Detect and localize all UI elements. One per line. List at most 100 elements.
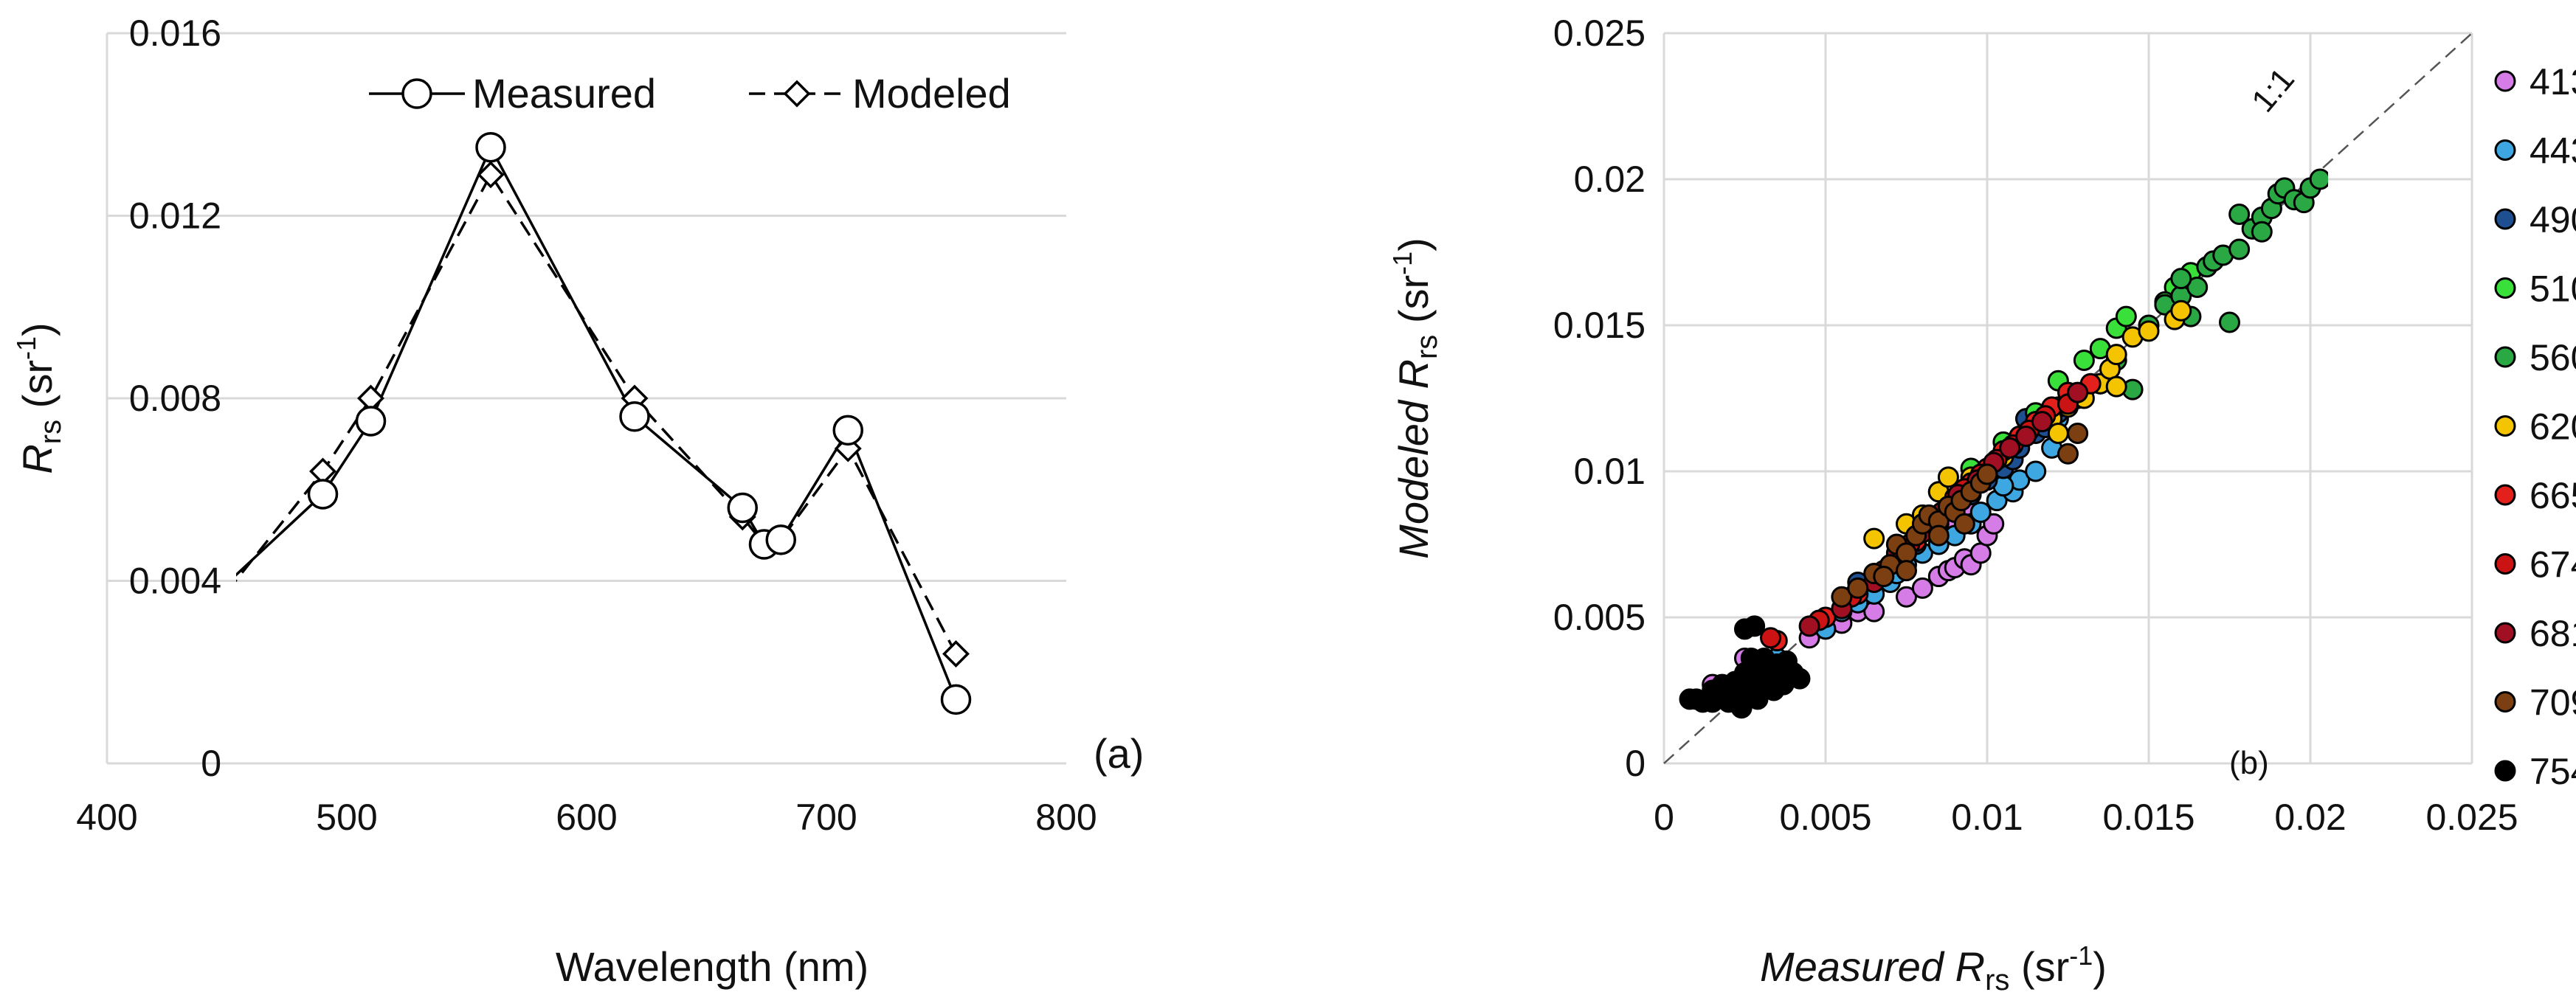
legend-marker-490 [2494, 208, 2516, 230]
data-point-measured [765, 524, 796, 555]
data-point-413 [1969, 542, 1992, 564]
data-point-measured [832, 415, 863, 446]
data-point-674 [1760, 627, 1782, 649]
b-x-tick-label: 0.01 [1951, 797, 2023, 838]
data-point-510 [2115, 305, 2137, 327]
b-y-tick-label: 0.01 [1574, 451, 1646, 492]
legend-label-510: 510 [2530, 268, 2576, 310]
legend-marker-674 [2494, 553, 2516, 575]
data-point-measured [619, 401, 650, 432]
data-point-681 [1798, 615, 1820, 637]
legend-label-754: 754 [2530, 751, 2576, 792]
b-axes [1662, 33, 2472, 765]
b-x-tick-label: 0 [1654, 797, 1674, 838]
data-point-modeled [477, 161, 505, 189]
one-to-one-label: 1:1 [2245, 61, 2302, 119]
legend-marker-665 [2494, 484, 2516, 506]
series-line-measured [236, 144, 958, 701]
data-point-709 [1976, 463, 1998, 485]
data-point-560 [2170, 268, 2192, 290]
data-point-681 [2067, 381, 2089, 403]
data-point-560 [2219, 311, 2240, 333]
a-x-tick-label: 500 [316, 797, 377, 838]
legend-marker-560 [2494, 346, 2516, 368]
data-point-measured [940, 684, 972, 715]
data-point-754 [1730, 697, 1753, 719]
a-y-tick-label: 0.004 [129, 561, 221, 602]
a-gridlines [107, 32, 1066, 582]
data-point-modeled [942, 640, 970, 668]
data-point-709 [1847, 577, 1869, 599]
series-line-modeled [236, 172, 958, 655]
legend-label-443: 443 [2530, 131, 2576, 172]
a-series [198, 131, 972, 715]
data-point-560 [2309, 168, 2328, 190]
b-x-axis-label: Measured Rrs (sr-1) [1760, 940, 2107, 995]
data-point-709 [1896, 560, 1917, 582]
data-point-510 [2073, 350, 2095, 372]
data-point-709 [1896, 542, 1917, 564]
a-x-tick-label: 700 [795, 797, 857, 838]
b-gridlines [1664, 32, 2473, 763]
data-point-413 [1911, 577, 1933, 599]
legend-label-413: 413 [2530, 61, 2576, 103]
b-y-tick-label: 0.005 [1553, 597, 1646, 638]
legend-label-674: 674 [2530, 544, 2576, 586]
legend-label-665: 665 [2530, 475, 2576, 516]
data-point-modeled [198, 601, 222, 625]
line-chart-panel-a: 0 0.004 0.008 0.012 0.016 400 500 600 700 800 Mea… [11, 13, 1144, 990]
legend-marker-510 [2494, 277, 2516, 299]
b-y-axis-label: Modeled Rrs (sr-1) [1387, 238, 1443, 559]
legend-label-560: 560 [2530, 337, 2576, 378]
data-point-measured [355, 406, 387, 437]
b-scatter-points [1679, 168, 2328, 719]
data-point-620 [2170, 299, 2192, 322]
b-x-tick-label: 0.015 [2102, 797, 2195, 838]
data-point-620 [2105, 344, 2127, 366]
data-point-709 [1927, 524, 1950, 547]
legend-measured-label: Measured [472, 70, 656, 117]
scatter-chart-panel-b: 0 0.005 0.01 0.015 0.02 0.025 0 0.005 0.01 0.015 0… [1387, 13, 2576, 995]
data-point-620 [1937, 466, 1959, 488]
b-y-tick-label: 0 [1625, 743, 1646, 784]
a-y-axis-label: Rrs (sr-1) [11, 322, 67, 474]
legend-measured-marker [401, 78, 432, 109]
a-x-tick-label: 400 [76, 797, 137, 838]
data-point-709 [2067, 423, 2089, 445]
data-point-443 [1969, 501, 1992, 523]
legend-marker-620 [2494, 415, 2516, 437]
a-panel-label: (a) [1094, 730, 1144, 777]
a-tick-labels: 0 0.004 0.008 0.012 0.016 400 500 600 700 800 [76, 13, 1097, 838]
b-y-tick-label: 0.02 [1574, 159, 1646, 200]
legend-marker-413 [2494, 70, 2516, 92]
a-y-tick-label: 0.016 [129, 13, 221, 54]
legend-label-620: 620 [2530, 406, 2576, 448]
b-y-tick-label: 0.015 [1553, 305, 1646, 346]
data-point-560 [2251, 221, 2273, 243]
legend-marker-709 [2494, 691, 2516, 713]
b-panel-label: (b) [2229, 745, 2269, 781]
data-point-560 [2186, 277, 2209, 299]
b-x-tick-label: 0.005 [1779, 797, 1871, 838]
b-legend: 413 443 490 510 560 620 665 674 681 709 754 [2494, 61, 2576, 792]
data-point-413 [1896, 586, 1917, 608]
data-point-709 [1831, 586, 1853, 608]
a-y-tick-label: 0.008 [129, 378, 221, 419]
a-y-tick-label: 0.012 [129, 195, 221, 237]
legend-marker-754 [2494, 760, 2516, 782]
data-point-560 [2228, 204, 2251, 226]
a-x-axis-label: Wavelength (nm) [556, 943, 869, 990]
data-point-754 [1789, 668, 1811, 690]
data-point-620 [2105, 375, 2127, 398]
data-point-620 [1863, 527, 1885, 549]
a-x-tick-label: 600 [556, 797, 617, 838]
legend-label-490: 490 [2530, 199, 2576, 240]
data-point-709 [2057, 443, 2079, 465]
data-point-681 [2031, 411, 2053, 433]
b-x-tick-label: 0.02 [2274, 797, 2346, 838]
data-point-443 [2025, 460, 2047, 482]
legend-modeled-marker [783, 80, 811, 108]
legend-marker-681 [2494, 622, 2516, 644]
b-y-tick-label: 0.025 [1553, 13, 1646, 54]
data-point-620 [2138, 320, 2160, 342]
